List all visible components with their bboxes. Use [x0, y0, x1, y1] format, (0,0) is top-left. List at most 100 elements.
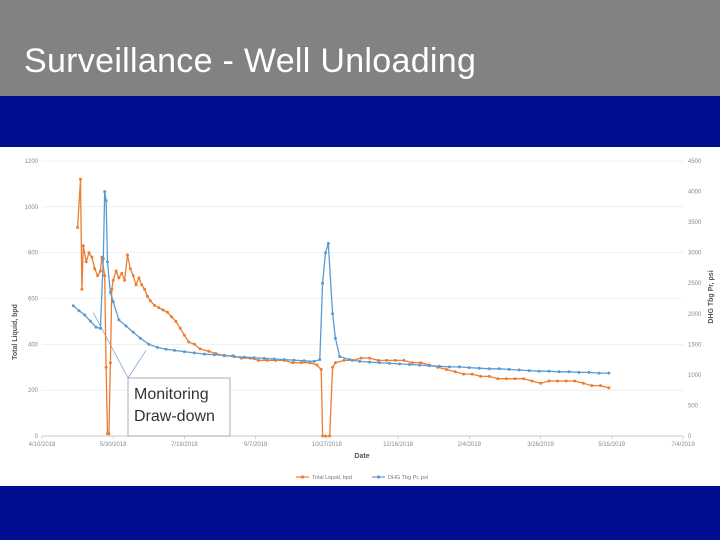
legend-marker-tbg-pressure — [376, 475, 381, 479]
y-right-tick-label: 3000 — [688, 251, 702, 257]
point-tbg-pressure — [527, 369, 531, 373]
point-tbg-pressure — [437, 364, 441, 368]
point-total-liquid — [522, 377, 525, 381]
annotation-line-1: Monitoring — [134, 386, 209, 403]
point-total-liquid — [117, 276, 121, 280]
y-right-tick-label: 1500 — [688, 342, 702, 348]
point-total-liquid — [539, 381, 543, 385]
point-tbg-pressure — [318, 358, 322, 362]
x-tick-label: 7/4/2019 — [671, 442, 695, 448]
point-total-liquid — [84, 260, 88, 264]
point-tbg-pressure — [124, 324, 128, 328]
point-tbg-pressure — [547, 369, 551, 373]
x-tick-label: 3/26/2019 — [527, 442, 554, 448]
y-left-tick-label: 1000 — [25, 205, 39, 211]
point-tbg-pressure — [457, 365, 461, 369]
point-tbg-pressure — [222, 353, 226, 357]
point-tbg-pressure — [324, 251, 327, 255]
point-tbg-pressure — [418, 363, 421, 367]
point-total-liquid — [157, 306, 161, 310]
point-tbg-pressure — [212, 353, 216, 357]
point-total-liquid — [487, 374, 491, 378]
point-tbg-pressure — [83, 313, 87, 317]
x-tick-label: 5/30/2018 — [100, 442, 127, 448]
chart: 0 200 400 600 800 1000 1200 0 500 1000 1500 2000 250… — [12, 159, 715, 481]
point-total-liquid — [530, 379, 534, 383]
point-total-liquid — [598, 384, 602, 388]
point-total-liquid — [114, 269, 118, 273]
point-tbg-pressure — [338, 355, 342, 359]
point-total-liquid — [291, 361, 295, 365]
point-tbg-pressure — [577, 370, 581, 374]
point-tbg-pressure — [331, 312, 335, 316]
y-right-tick-label: 1000 — [688, 373, 702, 379]
point-tbg-pressure — [98, 326, 102, 330]
point-tbg-pressure — [398, 362, 401, 366]
point-tbg-pressure — [164, 347, 168, 351]
point-total-liquid — [331, 365, 335, 369]
point-total-liquid — [178, 326, 182, 330]
point-tbg-pressure — [597, 371, 601, 375]
point-total-liquid — [98, 269, 102, 273]
point-tbg-pressure — [272, 357, 276, 361]
x-axis-title: Date — [354, 453, 369, 460]
point-tbg-pressure — [173, 348, 176, 352]
point-total-liquid — [174, 319, 178, 323]
point-tbg-pressure — [477, 366, 481, 370]
point-tbg-pressure — [507, 367, 511, 371]
point-total-liquid — [556, 379, 560, 383]
point-tbg-pressure — [111, 300, 115, 304]
point-total-liquid — [148, 299, 152, 303]
point-total-liquid — [192, 342, 196, 346]
point-tbg-pressure — [302, 359, 306, 363]
annotation-callout-line — [127, 350, 147, 379]
point-tbg-pressure — [182, 350, 186, 354]
x-tick-label: 9/7/2018 — [244, 442, 268, 448]
point-total-liquid — [80, 287, 84, 291]
annotation-box — [127, 377, 231, 437]
y-right-tick-label: 3500 — [688, 220, 702, 226]
series-line-tbg-pressure — [72, 191, 609, 374]
point-tbg-pressure — [232, 355, 236, 359]
point-total-liquid — [143, 287, 147, 291]
legend-marker-total-liquid — [300, 475, 305, 479]
legend-label-total-liquid: Total Liquid, bpd — [312, 475, 352, 481]
point-total-liquid — [87, 251, 91, 255]
y-axis-right-title: DHG Tbg Pr, psi — [708, 270, 715, 323]
point-total-liquid — [104, 365, 108, 369]
point-tbg-pressure — [252, 356, 256, 360]
point-tbg-pressure — [103, 190, 107, 194]
point-total-liquid — [137, 276, 141, 280]
point-total-liquid — [123, 278, 127, 282]
point-tbg-pressure — [467, 366, 471, 370]
point-total-liquid — [126, 253, 129, 257]
point-total-liquid — [93, 267, 97, 271]
point-tbg-pressure — [427, 364, 431, 368]
point-total-liquid — [103, 274, 107, 278]
series-line-total-liquid — [76, 179, 610, 437]
point-total-liquid — [182, 333, 186, 337]
point-total-liquid — [513, 377, 517, 381]
point-tbg-pressure — [487, 367, 491, 371]
point-tbg-pressure — [447, 365, 451, 369]
x-tick-label: 2/4/2019 — [458, 442, 482, 448]
point-tbg-pressure — [321, 281, 325, 285]
point-tbg-pressure — [587, 370, 591, 374]
y-left-tick-label: 1200 — [25, 159, 39, 165]
point-total-liquid — [402, 358, 406, 362]
point-total-liquid — [581, 381, 585, 385]
point-total-liquid — [445, 368, 448, 371]
point-total-liquid — [145, 294, 149, 298]
x-tick-label: 4/10/2018 — [29, 442, 56, 448]
point-total-liquid — [590, 384, 594, 388]
point-tbg-pressure — [292, 358, 296, 362]
point-tbg-pressure — [282, 358, 286, 362]
point-tbg-pressure — [378, 361, 382, 365]
point-total-liquid — [198, 347, 202, 351]
point-tbg-pressure — [557, 370, 561, 374]
point-tbg-pressure — [94, 325, 98, 329]
point-tbg-pressure — [408, 363, 411, 366]
point-total-liquid — [547, 379, 551, 383]
point-tbg-pressure — [537, 369, 541, 373]
series-layer — [71, 177, 611, 438]
